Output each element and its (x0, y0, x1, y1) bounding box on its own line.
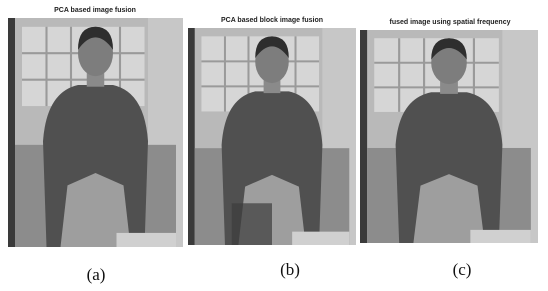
panel-caption: (c) (453, 260, 472, 279)
panel-caption: (a) (87, 265, 106, 284)
figure: PCA based image fusion PCA based block i… (0, 0, 548, 291)
left-edge (8, 18, 15, 247)
panel-title: PCA based block image fusion (221, 17, 323, 24)
floor-patch (470, 230, 531, 243)
floor-patch (117, 233, 177, 247)
panel-caption: (b) (280, 260, 300, 279)
floor-patch (292, 232, 349, 245)
block-artifact (232, 203, 272, 245)
panel-image (188, 28, 356, 245)
panel-image (360, 30, 538, 243)
panel-title: fused image using spatial frequency (390, 19, 511, 26)
panel-image (8, 18, 183, 247)
left-edge (360, 30, 367, 243)
left-edge (188, 28, 195, 245)
panel-title: PCA based image fusion (54, 7, 136, 14)
